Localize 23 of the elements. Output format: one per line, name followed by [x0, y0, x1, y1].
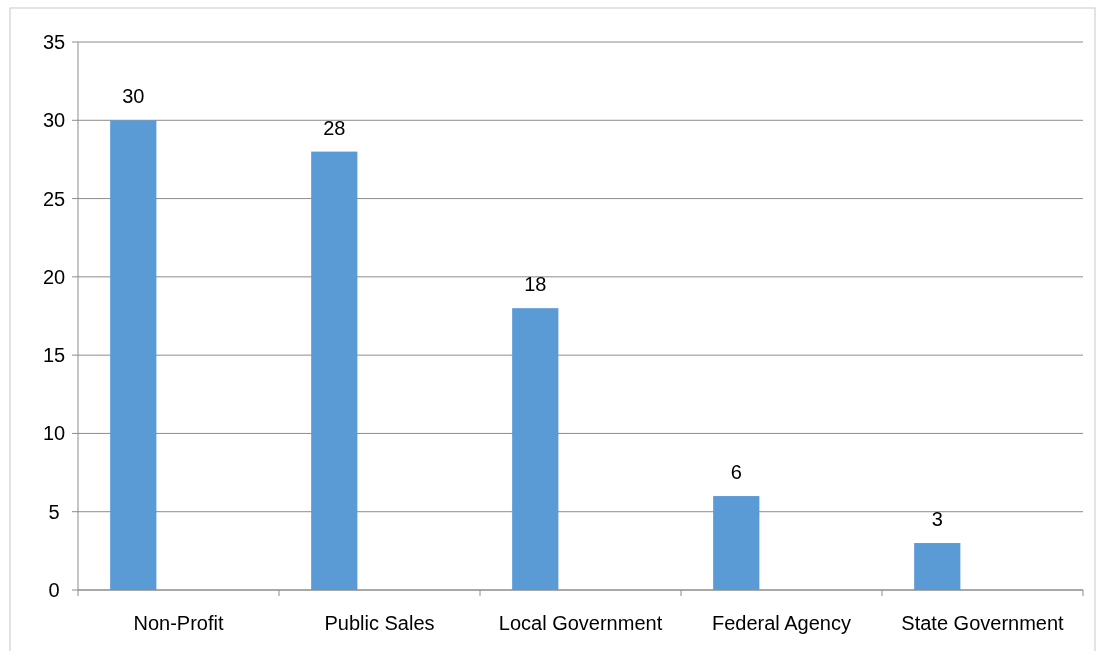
x-tick-label: Non-Profit	[133, 612, 224, 634]
y-tick-label: 5	[48, 500, 60, 523]
y-tick-label: 10	[42, 422, 66, 445]
y-tick-label: 25	[42, 187, 66, 210]
bar	[512, 308, 559, 590]
y-tick-label: 30	[42, 109, 66, 132]
bar	[110, 120, 157, 590]
bar	[311, 151, 358, 590]
y-tick-label: 20	[42, 265, 66, 288]
data-label: 28	[323, 116, 346, 139]
x-tick-label: Public Sales	[324, 612, 435, 634]
y-tick-label: 15	[42, 344, 66, 367]
y-tick-label: 0	[48, 579, 60, 601]
bar	[914, 543, 961, 590]
y-tick-label: 35	[42, 31, 66, 53]
x-tick-label: State Government	[901, 612, 1065, 634]
x-tick-label: Federal Agency	[712, 612, 851, 634]
data-label: 3	[931, 508, 943, 531]
data-label: 6	[730, 461, 742, 484]
data-label: 18	[524, 273, 547, 296]
x-tick-label: Local Government	[498, 612, 663, 634]
bar	[713, 496, 760, 590]
data-label: 30	[122, 85, 145, 108]
